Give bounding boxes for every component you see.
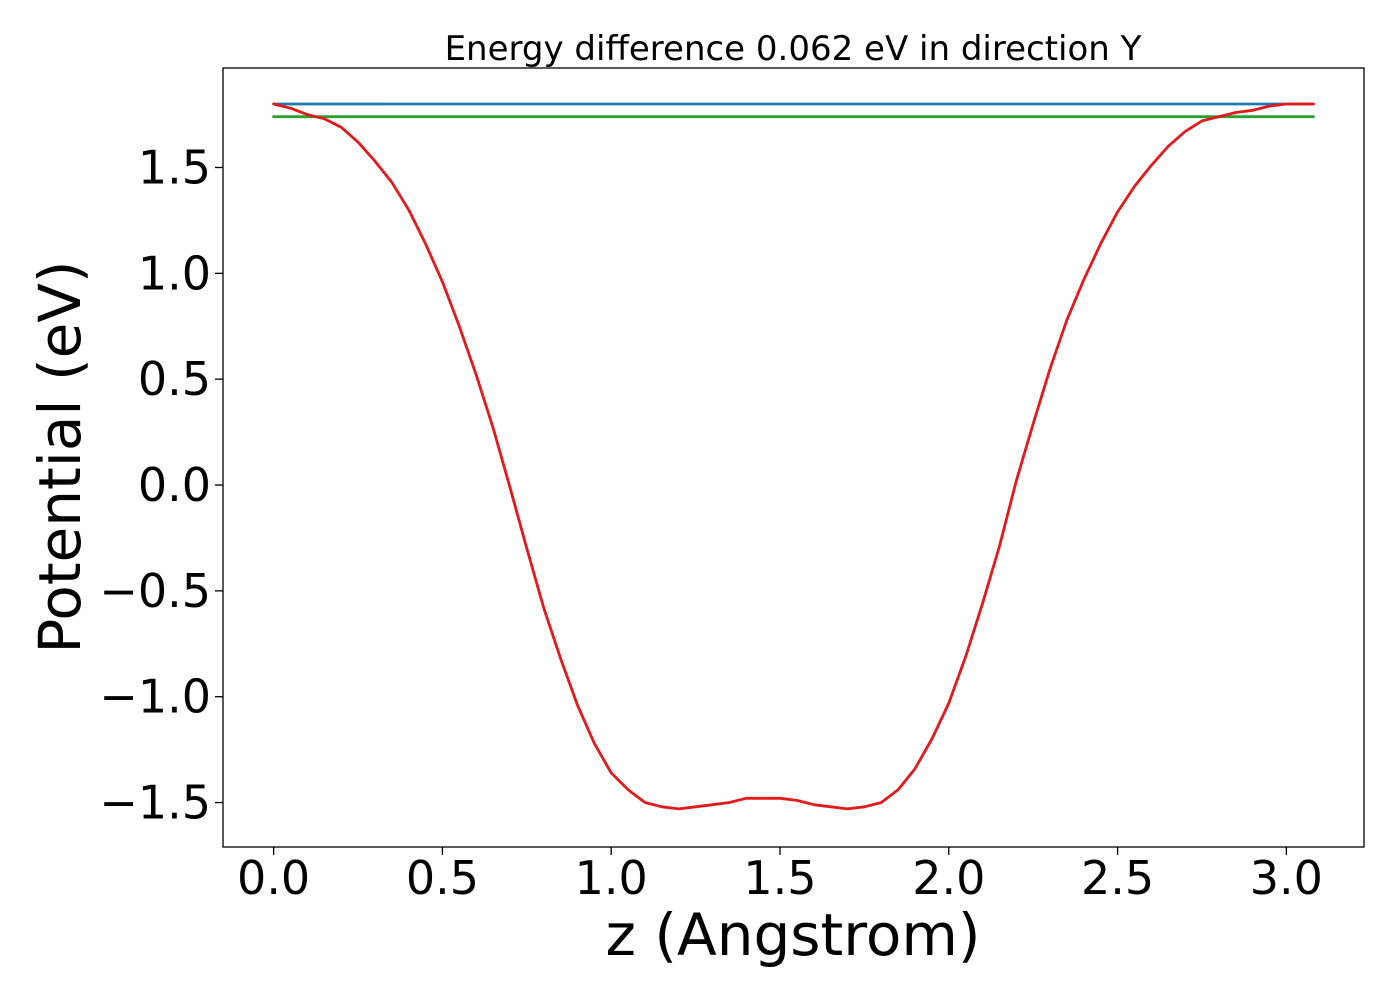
plot-frame	[222, 67, 1365, 848]
x-axis-label: z (Angstrom)	[606, 901, 981, 969]
x-axis: 0.0 0.5 1.0 1.5 2.0 2.5 3.0	[237, 847, 1323, 905]
x-tick-label: 1.0	[575, 851, 648, 905]
x-tick-label: 0.5	[406, 851, 479, 905]
series-line-3	[272, 102, 1315, 811]
chart-title: Energy difference 0.062 eV in direction …	[445, 29, 1142, 69]
y-tick-label: 0.0	[138, 458, 211, 512]
y-tick-label: 1.5	[138, 140, 211, 194]
x-tick-label: 1.5	[743, 851, 816, 905]
y-tick-label: −0.5	[99, 564, 211, 618]
x-tick-label: 2.5	[1081, 851, 1154, 905]
y-tick-label: 1.0	[138, 246, 211, 300]
y-tick-label: −1.5	[99, 776, 211, 830]
x-tick-label: 3.0	[1250, 851, 1323, 905]
y-tick-label: −1.0	[99, 670, 211, 724]
y-tick-label: 0.5	[138, 352, 211, 406]
x-tick-label: 2.0	[912, 851, 985, 905]
y-axis-label: Potential (eV)	[26, 260, 94, 653]
y-axis: −1.5 −1.0 −0.5 0.0 0.5 1.0 1.5	[99, 140, 223, 830]
x-tick-label: 0.0	[237, 851, 310, 905]
series-layer	[272, 102, 1315, 811]
